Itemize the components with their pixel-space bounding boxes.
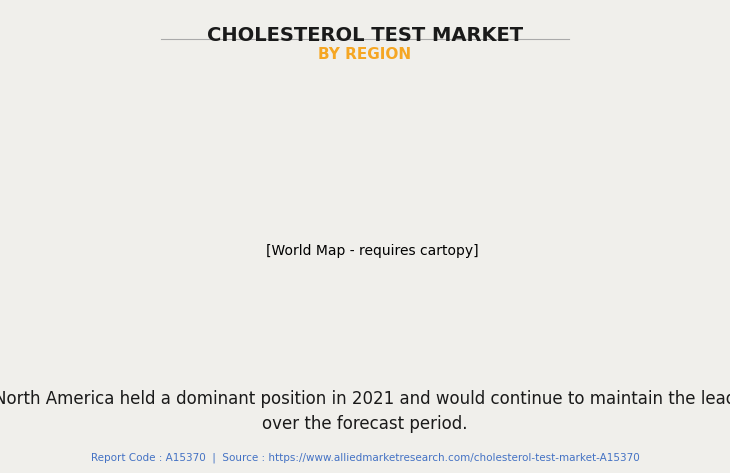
Text: [World Map - requires cartopy]: [World Map - requires cartopy]: [266, 244, 479, 258]
Text: Report Code : A15370  |  Source : https://www.alliedmarketresearch.com/cholester: Report Code : A15370 | Source : https://…: [91, 452, 639, 463]
Text: CHOLESTEROL TEST MARKET: CHOLESTEROL TEST MARKET: [207, 26, 523, 45]
Text: BY REGION: BY REGION: [318, 47, 412, 62]
Text: North America held a dominant position in 2021 and would continue to maintain th: North America held a dominant position i…: [0, 390, 730, 433]
